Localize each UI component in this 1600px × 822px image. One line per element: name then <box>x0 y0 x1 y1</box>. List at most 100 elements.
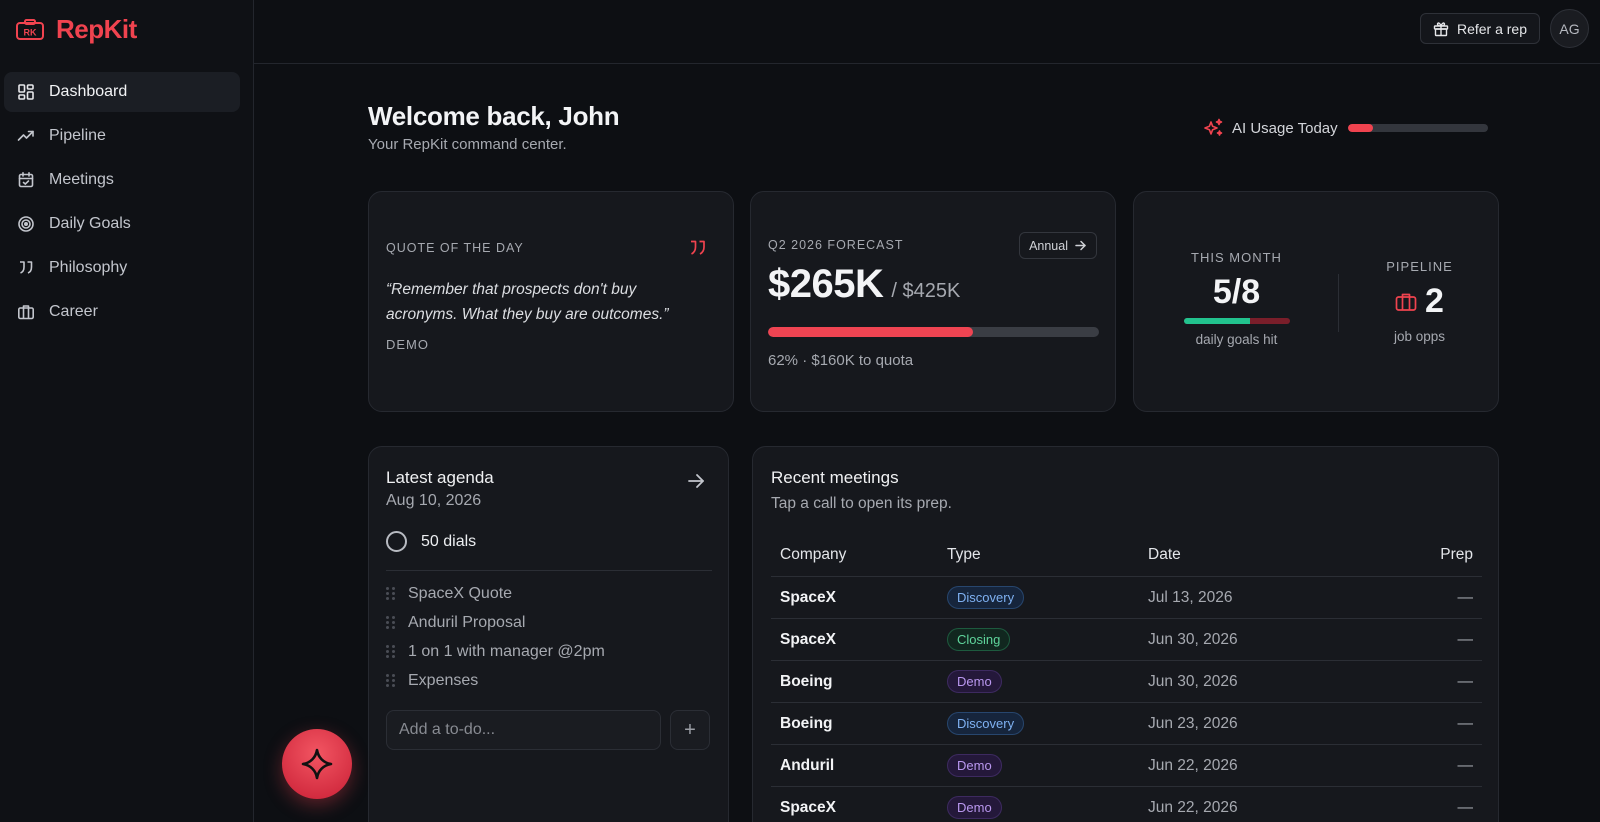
date-cell: Jun 23, 2026 <box>1148 714 1238 732</box>
column-header-date[interactable]: Date <box>1148 545 1181 563</box>
calendar-icon <box>17 171 35 189</box>
table-row[interactable]: SpaceX Closing Jun 30, 2026 — <box>771 619 1482 661</box>
quote-author: DEMO <box>386 337 429 352</box>
forecast-progress-bar <box>768 327 1099 337</box>
task-checkbox[interactable] <box>386 531 407 552</box>
annual-button[interactable]: Annual <box>1019 232 1097 259</box>
date-cell: Jul 13, 2026 <box>1148 588 1233 606</box>
forecast-quota-text: 62% · $160K to quota <box>768 352 914 369</box>
pipeline-stat[interactable]: PIPELINE 2 job opps <box>1339 259 1500 344</box>
primary-task-label: 50 dials <box>421 532 477 550</box>
page-title: Welcome back, John <box>368 101 620 131</box>
sidebar-item-label: Career <box>49 303 98 320</box>
avatar[interactable]: AG <box>1550 9 1589 48</box>
drag-handle-icon[interactable] <box>386 587 396 601</box>
add-todo-button[interactable]: + <box>670 710 710 750</box>
pipeline-row: 2 <box>1339 282 1500 321</box>
arrow-right-icon[interactable] <box>686 471 706 491</box>
table-row[interactable]: Boeing Discovery Jun 23, 2026 — <box>771 703 1482 745</box>
table-row[interactable]: SpaceX Discovery Jul 13, 2026 — <box>771 577 1482 619</box>
company-cell: SpaceX <box>780 588 837 606</box>
list-item-label: SpaceX Quote <box>408 584 513 602</box>
drag-handle-icon[interactable] <box>386 616 396 630</box>
table-row[interactable]: SpaceX Demo Jun 22, 2026 — <box>771 787 1482 822</box>
repkit-logo: RK <box>16 18 44 40</box>
daily-goals-bar <box>1183 318 1290 324</box>
arrow-right-icon <box>1075 240 1086 251</box>
sidebar-item-career[interactable]: Career <box>4 292 240 332</box>
quote-label: QUOTE OF THE DAY <box>386 241 524 255</box>
prep-cell: — <box>1457 672 1474 690</box>
sidebar-item-philosophy[interactable]: Philosophy <box>4 248 240 288</box>
briefcase-icon <box>1395 293 1417 311</box>
drag-handle-icon[interactable] <box>386 645 396 659</box>
svg-text:RK: RK <box>24 27 37 37</box>
meetings-table: Company Type Date Prep SpaceX Discovery … <box>771 533 1482 822</box>
sidebar-item-meetings[interactable]: Meetings <box>4 160 240 200</box>
brand[interactable]: RK RepKit <box>16 14 137 45</box>
primary-task: 50 dials <box>386 531 476 552</box>
list-item[interactable]: Anduril Proposal <box>386 608 712 637</box>
agenda-title: Latest agenda <box>386 468 494 487</box>
sidebar-item-label: Philosophy <box>49 259 128 276</box>
list-item-label: 1 on 1 with manager @2pm <box>408 642 605 660</box>
type-badge: Demo <box>947 670 1002 693</box>
date-cell: Jun 30, 2026 <box>1148 630 1238 648</box>
column-header-company[interactable]: Company <box>780 545 847 563</box>
gift-icon <box>1433 21 1449 36</box>
briefcase-icon <box>17 303 35 321</box>
prep-cell: — <box>1457 798 1474 816</box>
table-header: Company Type Date Prep <box>771 533 1482 577</box>
sidebar-nav: Dashboard Pipeline Meetings Daily Goals … <box>4 72 240 336</box>
type-badge: Demo <box>947 796 1002 819</box>
quote-of-the-day-card: QUOTE OF THE DAY “Remember that prospect… <box>368 191 734 412</box>
list-item-label: Expenses <box>408 671 479 689</box>
quote-icon <box>17 259 35 277</box>
stats-card: THIS MONTH 5/8 daily goals hit PIPELINE … <box>1133 191 1499 412</box>
welcome-header: Welcome back, John Your RepKit command c… <box>368 101 620 153</box>
type-badge: Demo <box>947 754 1002 777</box>
refer-a-rep-button[interactable]: Refer a rep <box>1419 13 1540 44</box>
company-cell: SpaceX <box>780 798 837 816</box>
page-subtitle: Your RepKit command center. <box>368 136 567 153</box>
quote-icon <box>691 240 705 255</box>
type-badge: Discovery <box>947 586 1025 609</box>
sidebar-item-pipeline[interactable]: Pipeline <box>4 116 240 156</box>
list-item[interactable]: 1 on 1 with manager @2pm <box>386 637 712 666</box>
date-cell: Jun 22, 2026 <box>1148 798 1238 816</box>
company-cell: Boeing <box>780 714 833 732</box>
quote-text: “Remember that prospects don't buy acron… <box>386 281 669 323</box>
drag-handle-icon[interactable] <box>386 674 396 688</box>
ai-usage-fill <box>1347 124 1373 132</box>
daily-goals-fill <box>1183 318 1250 324</box>
ai-assistant-button[interactable] <box>282 729 352 799</box>
ai-usage-label: AI Usage Today <box>1232 119 1338 137</box>
prep-cell: — <box>1457 588 1474 606</box>
list-item[interactable]: SpaceX Quote <box>386 579 712 608</box>
agenda-date: Aug 10, 2026 <box>386 492 482 509</box>
prep-cell: — <box>1457 756 1474 774</box>
date-cell: Jun 22, 2026 <box>1148 756 1238 774</box>
list-item-label: Anduril Proposal <box>408 613 526 631</box>
date-cell: Jun 30, 2026 <box>1148 672 1238 690</box>
sidebar-item-label: Meetings <box>49 171 114 188</box>
column-header-prep[interactable]: Prep <box>1440 545 1473 563</box>
column-header-type[interactable]: Type <box>947 545 981 563</box>
type-badge: Closing <box>947 628 1011 651</box>
list-item[interactable]: Expenses <box>386 666 712 695</box>
meetings-subtitle: Tap a call to open its prep. <box>771 495 952 512</box>
add-todo-input[interactable] <box>386 710 661 750</box>
latest-agenda-card: Latest agenda Aug 10, 2026 50 dials Spac… <box>368 446 729 822</box>
ai-usage-indicator: AI Usage Today <box>1204 118 1488 138</box>
topbar: Refer a rep AG <box>254 0 1600 64</box>
prep-cell: — <box>1457 714 1474 732</box>
refer-a-rep-label: Refer a rep <box>1456 20 1527 37</box>
table-row[interactable]: Anduril Demo Jun 22, 2026 — <box>771 745 1482 787</box>
pipeline-sub: job opps <box>1393 329 1446 344</box>
table-row[interactable]: Boeing Demo Jun 30, 2026 — <box>771 661 1482 703</box>
pipeline-label: PIPELINE <box>1386 259 1453 274</box>
app-name: RepKit <box>56 14 137 44</box>
forecast-amount: $265K <box>768 262 884 306</box>
sidebar-item-dashboard[interactable]: Dashboard <box>4 72 240 112</box>
sidebar-item-daily-goals[interactable]: Daily Goals <box>4 204 240 244</box>
